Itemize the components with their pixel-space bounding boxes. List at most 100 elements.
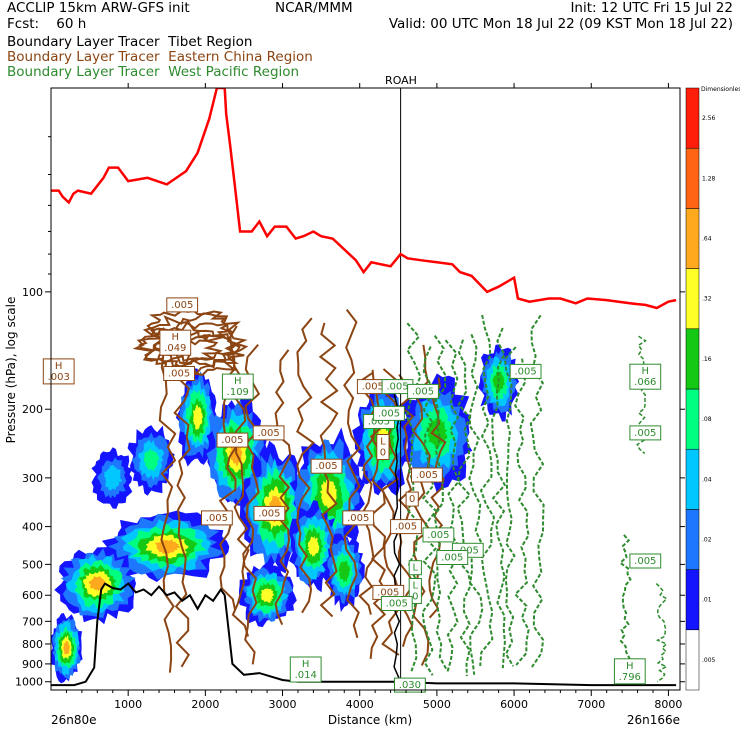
header-line1-right: Init: 12 UTC Fri 15 Jul 22 bbox=[570, 0, 733, 16]
wpac-label: H.796 bbox=[613, 658, 646, 685]
y-tick-label: 400 bbox=[22, 521, 43, 534]
wpac-label-box bbox=[629, 363, 662, 390]
china-label-text: .005 bbox=[258, 508, 280, 519]
china-label-text: .005 bbox=[257, 428, 279, 439]
wpac-label-text: .005 bbox=[634, 428, 656, 439]
china-label-box bbox=[405, 491, 419, 507]
wpac-label: .005 bbox=[509, 363, 542, 379]
y-tick-label: 700 bbox=[22, 615, 43, 628]
colorbar-label: .08 bbox=[702, 416, 712, 423]
colorbar: .005 .01 .02 .04 .08 .16 .32 .64 1.28 2.56 Dimensi… bbox=[685, 86, 740, 691]
header-line2-right: Valid: 00 UTC Mon 18 Jul 22 (09 KST Mon … bbox=[388, 16, 733, 32]
colorbar-label: 2.56 bbox=[702, 115, 716, 122]
x-tick-label: 4000 bbox=[346, 698, 374, 711]
wpac-label-text: L bbox=[413, 563, 419, 574]
china-label: .005 bbox=[411, 467, 443, 483]
china-label-box bbox=[253, 505, 286, 521]
wpac-label: .005 bbox=[422, 527, 455, 543]
china-label-text: .005 bbox=[377, 587, 399, 598]
legend-wpac: Boundary Layer Tracer West Pacific Regio… bbox=[7, 64, 300, 80]
china-contour-loop bbox=[157, 335, 245, 377]
tracer-fill-band bbox=[492, 371, 505, 393]
china-label-box bbox=[376, 434, 390, 460]
colorbar-swatch bbox=[685, 629, 700, 691]
tracer-fill-band bbox=[338, 560, 351, 582]
wpac-label: H.109 bbox=[221, 373, 254, 400]
header-line2-left: Fcst: 60 h bbox=[7, 16, 87, 32]
wpac-label-box bbox=[221, 373, 254, 400]
wpac-label-text: L bbox=[413, 581, 419, 592]
wpac-label-text: H bbox=[302, 659, 310, 670]
china-contour bbox=[158, 327, 177, 673]
wpac-label-text: .005 bbox=[368, 417, 390, 428]
china-label: .005 bbox=[342, 510, 375, 526]
china-label-text: .005 bbox=[168, 369, 190, 380]
china-label-text: H bbox=[172, 332, 180, 343]
china-label: .005 bbox=[252, 425, 285, 441]
wpac-contour bbox=[433, 335, 448, 671]
colorbar-swatch bbox=[685, 147, 700, 209]
legend-tibet: Boundary Layer Tracer Tibet Region bbox=[7, 34, 253, 50]
wpac-label-text: H bbox=[626, 661, 634, 672]
china-contour bbox=[274, 349, 292, 625]
x-tick-label: 2000 bbox=[191, 698, 219, 711]
china-label-box bbox=[159, 329, 192, 356]
china-label-box bbox=[216, 432, 249, 448]
china-label: .005 bbox=[253, 505, 286, 521]
wpac-label: .005 bbox=[407, 383, 439, 399]
wpac-label: .005 bbox=[381, 379, 414, 395]
china-label-box bbox=[411, 467, 443, 483]
wpac-label-text: .066 bbox=[634, 377, 656, 388]
colorbar-swatch bbox=[685, 268, 700, 330]
wpac-label-text: .005 bbox=[514, 366, 536, 377]
wpac-label: .005 bbox=[629, 425, 662, 441]
y-tick-label: 800 bbox=[22, 638, 43, 651]
tracer-fill-band bbox=[260, 588, 275, 603]
china-label-text: .005 bbox=[395, 522, 417, 533]
china-contour-loop bbox=[132, 319, 237, 376]
colorbar-label: .005 bbox=[702, 657, 716, 664]
colorbar-label: .04 bbox=[702, 476, 712, 483]
china-label-text: .005 bbox=[362, 382, 384, 393]
wpac-contour bbox=[468, 333, 484, 675]
china-contour bbox=[173, 352, 192, 668]
wpac-label-text: .005 bbox=[634, 556, 656, 567]
china-label-text: .005 bbox=[206, 513, 228, 524]
china-label: H.049 bbox=[159, 329, 192, 356]
china-label-text: .005 bbox=[315, 461, 337, 472]
x-tick-label: 8000 bbox=[654, 698, 682, 711]
plot-frame bbox=[50, 87, 681, 691]
wpac-label-text: .014 bbox=[295, 670, 317, 681]
china-contour bbox=[231, 355, 250, 637]
wpac-contour bbox=[444, 339, 461, 674]
wpac-contour bbox=[503, 346, 517, 667]
china-label: .005 bbox=[390, 519, 422, 535]
wpac-label-box bbox=[613, 658, 646, 685]
tibet-label-text: H bbox=[55, 361, 63, 372]
china-contour bbox=[242, 344, 261, 665]
china-label-box bbox=[163, 366, 195, 381]
tracer-fill-band bbox=[143, 447, 160, 472]
wpac-label-text: .005 bbox=[412, 386, 434, 397]
y-tick-label: 100 bbox=[22, 286, 43, 299]
y-tick-label: 1000 bbox=[15, 676, 43, 689]
china-label-box bbox=[166, 297, 199, 313]
colorbar-swatch bbox=[685, 208, 700, 269]
wpac-label: H.014 bbox=[289, 656, 322, 683]
wpac-label: .005 bbox=[436, 550, 469, 565]
wpac-label: .005 bbox=[380, 596, 413, 611]
wpac-contour bbox=[479, 314, 496, 666]
china-label: .005 bbox=[166, 297, 199, 313]
colorbar-title: Dimensionless bbox=[701, 86, 740, 93]
wpac-label-box bbox=[422, 527, 455, 543]
terrain-line bbox=[51, 582, 677, 687]
wpac-label-box bbox=[373, 405, 405, 421]
tracer-contour-layer bbox=[132, 308, 668, 683]
tibet-label: H.003 bbox=[42, 358, 75, 385]
colorbar-label: .01 bbox=[702, 597, 712, 604]
colorbar-label: .32 bbox=[702, 296, 712, 303]
china-label-text: 0 bbox=[409, 494, 415, 505]
wpac-label-text: H bbox=[234, 376, 242, 387]
x-tick-label: 5000 bbox=[423, 698, 451, 711]
china-contour-loop bbox=[138, 329, 224, 368]
